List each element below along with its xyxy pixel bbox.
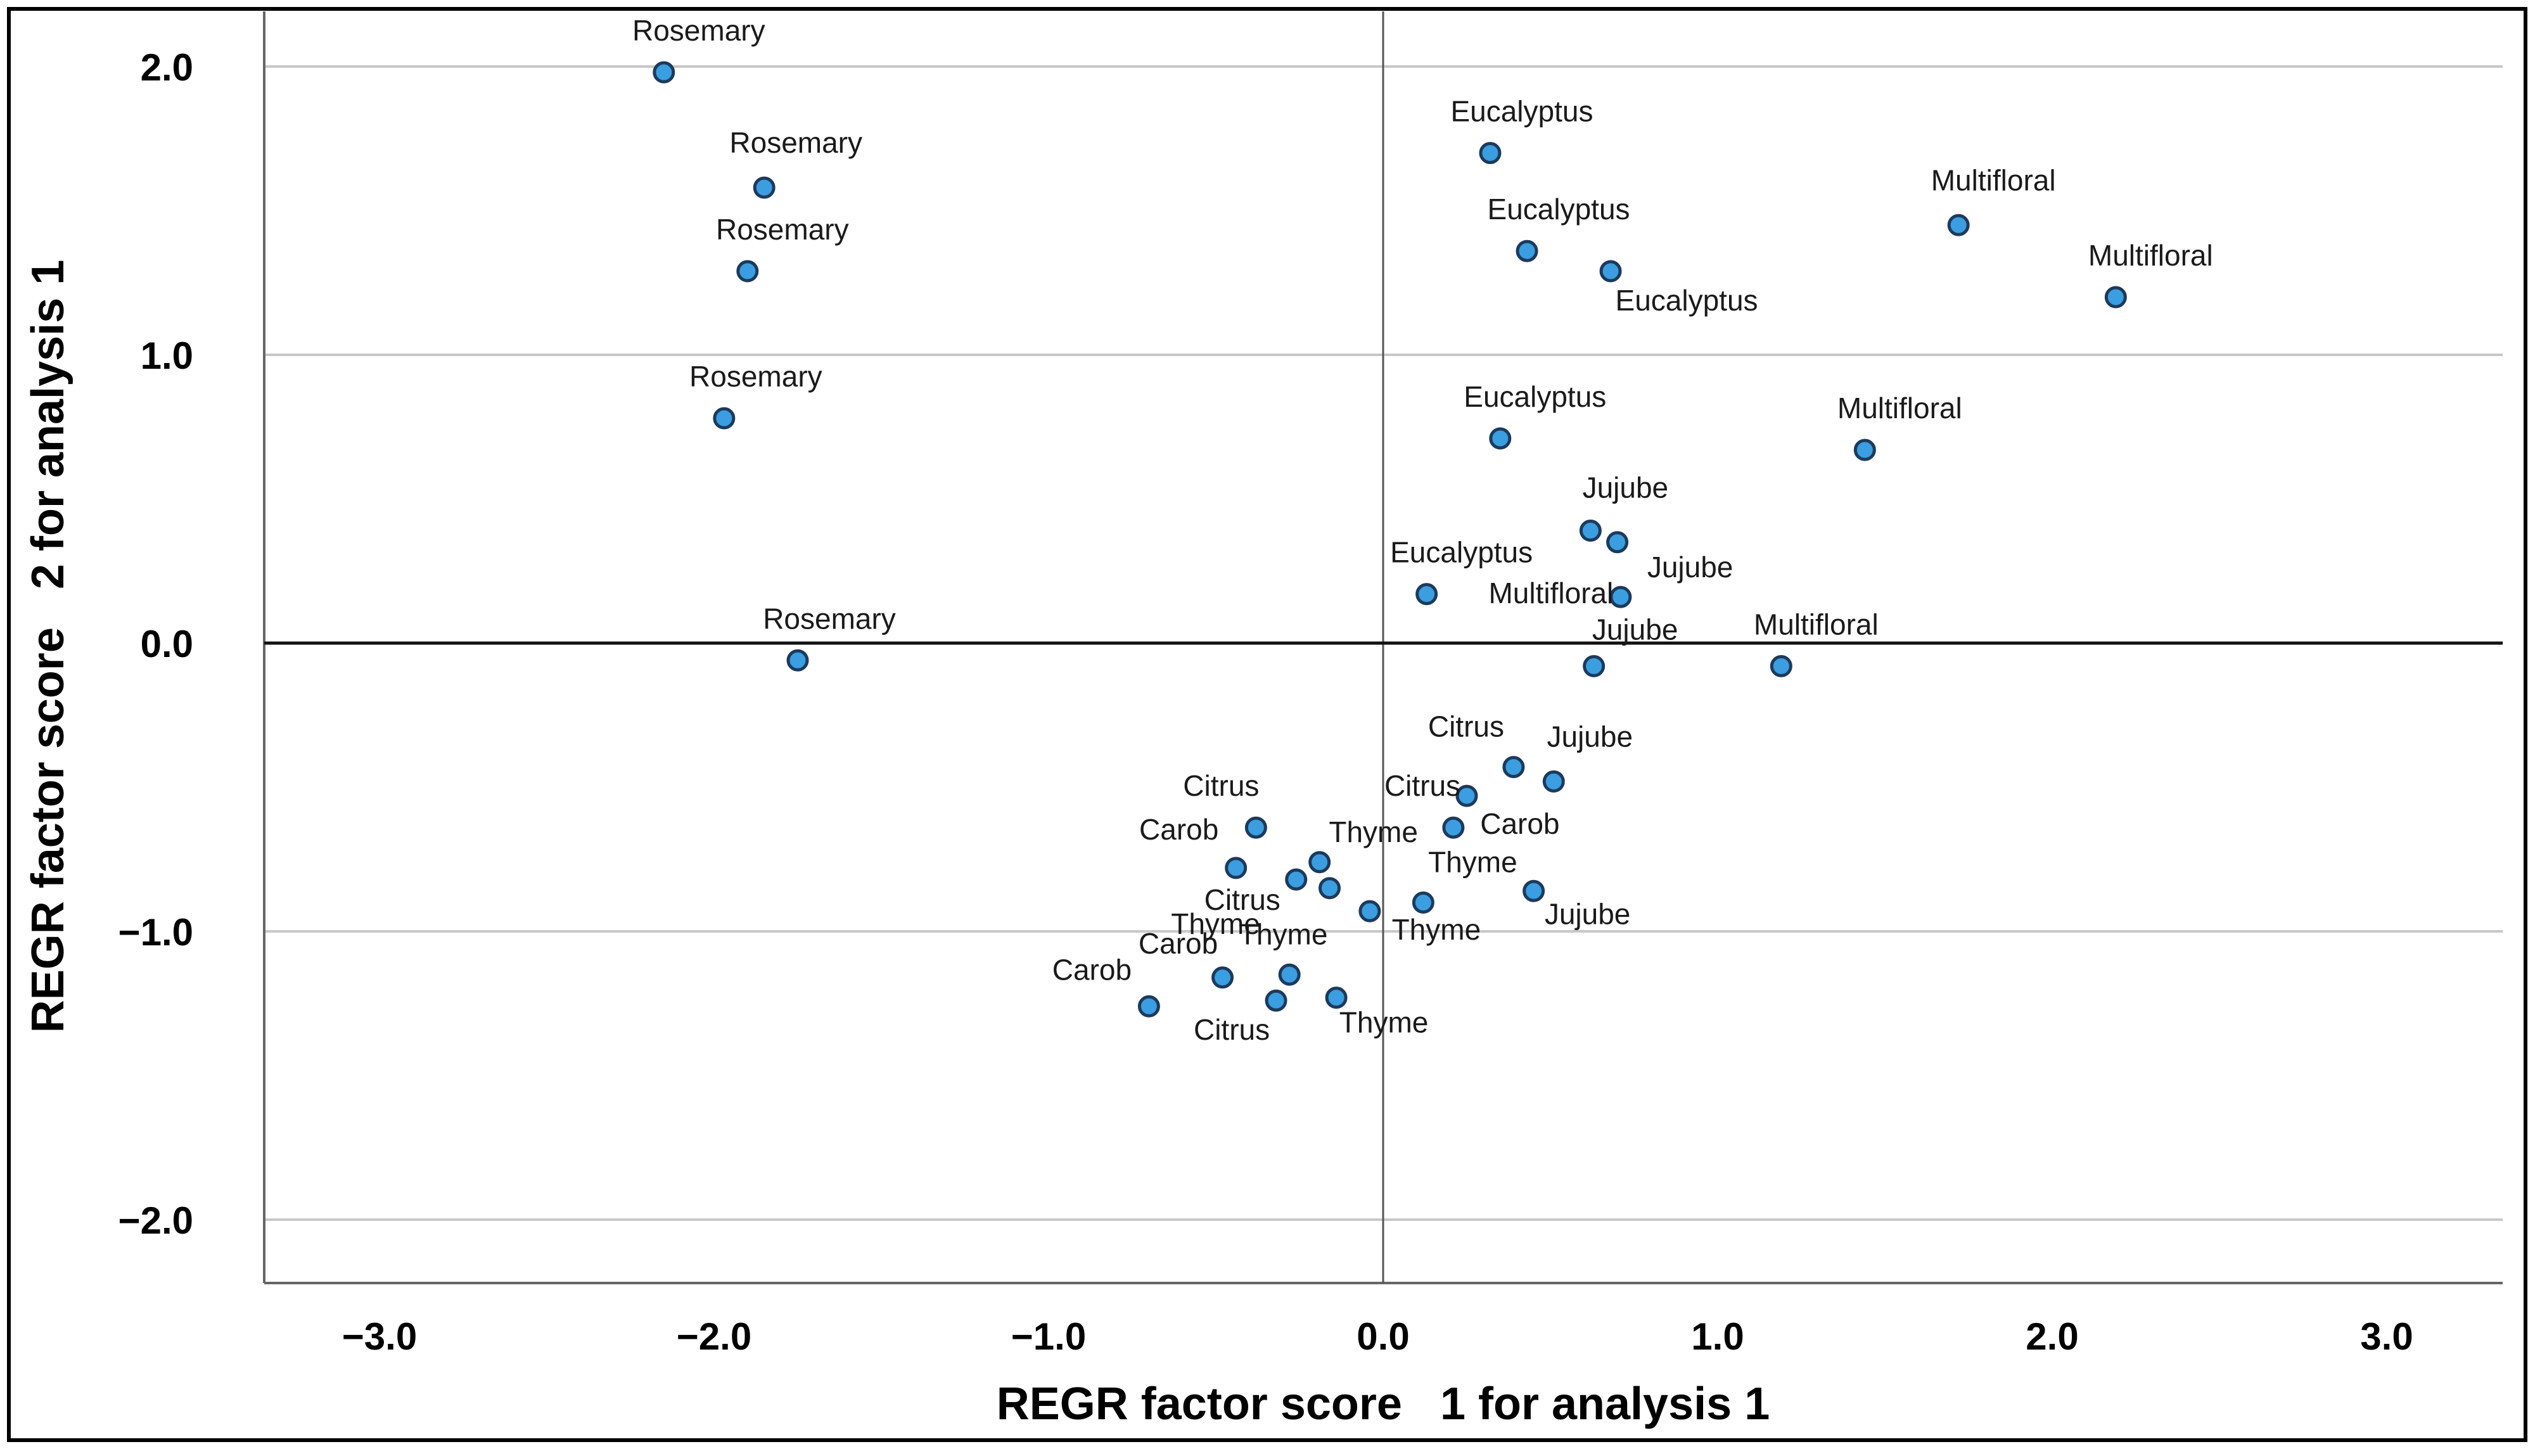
point-label: Thyme: [1239, 917, 1328, 950]
x-tick-label: −3.0: [342, 1315, 417, 1358]
point-label: Carob: [1139, 927, 1218, 960]
data-point-citrus: [1265, 989, 1287, 1012]
data-point-jujube: [1542, 770, 1565, 793]
data-point-carob: [1442, 816, 1465, 839]
data-point-jujube: [1523, 879, 1545, 902]
data-point-eucalyptus: [1599, 260, 1622, 283]
data-point-thyme: [1308, 851, 1331, 874]
point-label: Jujube: [1547, 720, 1633, 753]
point-label: Multifloral: [2088, 239, 2213, 272]
point-label: Eucalyptus: [1488, 193, 1630, 226]
point-label: Multifloral: [1488, 577, 1613, 610]
point-label: Citrus: [1428, 710, 1504, 743]
x-tick-label: 2.0: [2026, 1315, 2078, 1358]
y-tick-label: 0.0: [141, 623, 193, 665]
tick-labels: 2.0 1.0 0.0 −1.0 −2.0 −3.0 −2.0 −1.0 0.0 1.0 2.0 3.…: [118, 46, 2413, 1358]
data-points: [653, 61, 2127, 1018]
data-point-multifloral: [1853, 438, 1876, 461]
reference-lines: [264, 11, 2503, 1283]
point-labels: Rosemary Rosemary Rosemary Rosemary Rosemary…: [632, 14, 2213, 1046]
data-point-citrus: [1502, 756, 1525, 779]
data-point-multifloral: [1609, 585, 1632, 608]
x-tick-label: −1.0: [1011, 1315, 1086, 1358]
x-axis-title: REGR factor score 1 for analysis 1: [997, 1379, 1770, 1429]
data-point-carob: [1211, 966, 1234, 989]
point-label: Multifloral: [1754, 608, 1879, 641]
point-label: Carob: [1139, 813, 1218, 846]
point-label: Thyme: [1392, 913, 1481, 946]
data-point-rosemary: [736, 260, 759, 283]
x-tick-label: 1.0: [1691, 1315, 1744, 1358]
point-label: Eucalyptus: [1464, 380, 1606, 413]
data-point-eucalyptus: [1489, 427, 1512, 450]
point-label: Thyme: [1339, 1006, 1429, 1039]
point-label: Citrus: [1183, 769, 1259, 802]
point-label: Rosemary: [763, 602, 896, 635]
data-point-eucalyptus: [1516, 239, 1538, 262]
data-point-rosemary: [653, 61, 675, 84]
data-point-thyme: [1319, 877, 1341, 900]
point-label: Rosemary: [716, 213, 849, 246]
point-label: Jujube: [1583, 471, 1669, 504]
point-label: Jujube: [1647, 551, 1734, 584]
point-label: Multifloral: [1837, 392, 1962, 425]
data-point-eucalyptus: [1479, 142, 1502, 164]
data-point-thyme: [1358, 900, 1381, 923]
x-tick-label: 0.0: [1357, 1315, 1409, 1358]
data-point-citrus: [1455, 784, 1478, 807]
point-label: Rosemary: [689, 360, 822, 393]
point-label: Eucalyptus: [1616, 284, 1758, 317]
data-point-rosemary: [753, 176, 776, 199]
data-point-thyme: [1325, 987, 1348, 1009]
point-label: Jujube: [1592, 613, 1678, 646]
point-label: Citrus: [1204, 883, 1280, 916]
y-tick-label: 2.0: [141, 46, 193, 89]
point-label: Eucalyptus: [1450, 95, 1593, 128]
data-point-jujube: [1579, 520, 1602, 542]
data-point-citrus: [1244, 816, 1267, 839]
point-label: Thyme: [1329, 815, 1418, 848]
data-point-carob: [1137, 995, 1160, 1018]
y-tick-label: −1.0: [118, 911, 193, 954]
point-label: Multifloral: [1931, 163, 2056, 196]
point-label: Jujube: [1545, 897, 1631, 930]
point-label: Thyme: [1171, 907, 1260, 940]
point-label: Carob: [1052, 953, 1132, 986]
data-point-multifloral: [1770, 655, 1792, 677]
point-label: Thyme: [1428, 846, 1517, 879]
data-point-jujube: [1583, 655, 1606, 677]
data-point-multifloral: [2104, 286, 2127, 309]
point-label: Citrus: [1194, 1013, 1270, 1046]
point-label: Eucalyptus: [1390, 536, 1533, 569]
point-label: Rosemary: [632, 14, 765, 47]
point-label: Carob: [1480, 807, 1559, 840]
data-point-rosemary: [713, 407, 736, 430]
data-point-rosemary: [786, 649, 809, 672]
point-label: Rosemary: [729, 126, 862, 159]
x-tick-label: 3.0: [2360, 1315, 2413, 1358]
data-point-jujube: [1606, 531, 1629, 554]
x-tick-label: −2.0: [677, 1315, 751, 1358]
data-point-multifloral: [1947, 214, 1970, 236]
data-point-thyme: [1412, 891, 1434, 914]
data-point-citrus: [1285, 868, 1308, 891]
y-tick-label: 1.0: [141, 335, 193, 377]
y-tick-label: −2.0: [118, 1199, 193, 1242]
point-label: Citrus: [1384, 769, 1460, 802]
data-point-thyme: [1278, 963, 1301, 986]
y-axis-title: REGR factor score 2 for analysis 1: [23, 260, 73, 1033]
outer-frame: [7, 7, 2527, 1442]
data-point-eucalyptus: [1415, 583, 1438, 606]
data-point-carob: [1225, 857, 1248, 879]
